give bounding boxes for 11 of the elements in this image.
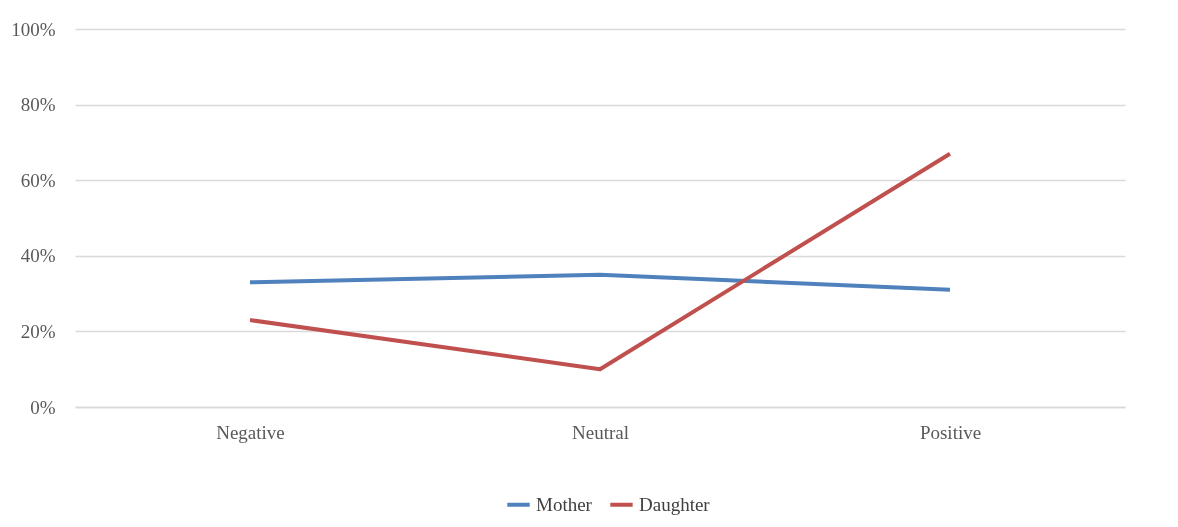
x-tick-label: Positive [919,421,982,443]
y-tick-label: 60% [20,169,56,191]
y-tick-label: 100% [11,18,56,40]
y-tick-label: 80% [20,94,56,116]
y-tick-label: 20% [20,320,56,342]
y-tick-label: 0% [30,396,56,418]
x-tick-label: Neutral [572,421,629,443]
legend-label: Mother [536,493,593,515]
y-tick-label: 40% [20,245,56,267]
legend-label: Daughter [639,493,711,515]
x-tick-label: Negative [216,421,285,443]
